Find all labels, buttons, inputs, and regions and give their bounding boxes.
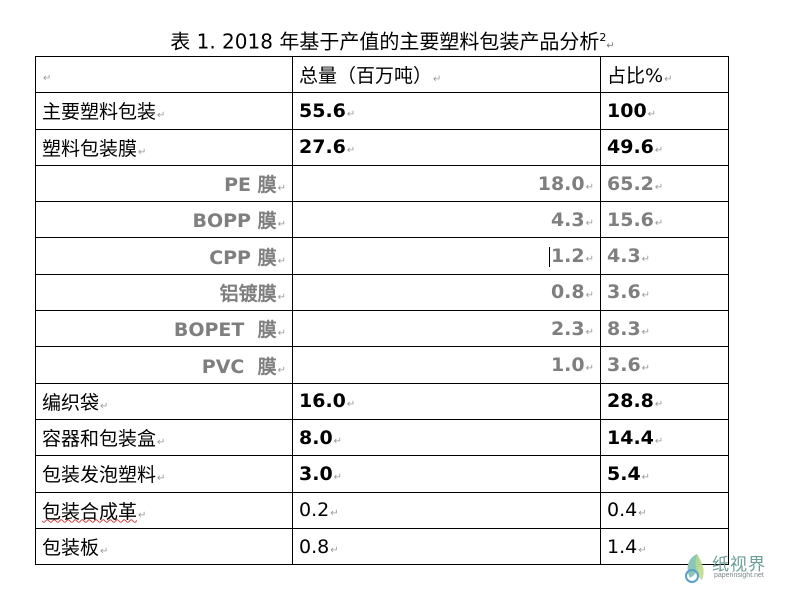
table-row: CPP 膜↵ 1.2↵ 4.3↵ xyxy=(35,237,729,275)
packaging-table: ↵ 总量（百万吨）↵ 占比%↵ 主要塑料包装↵ 55.6↵ 100↵ 塑料包装膜… xyxy=(35,55,729,566)
row-share-cell[interactable]: 100↵ xyxy=(600,92,729,130)
header-share-cell[interactable]: 占比%↵ xyxy=(600,55,729,94)
row-name-cell[interactable]: 包装板↵ xyxy=(35,527,293,566)
table-row: BOPP 膜↵ 4.3↵ 15.6↵ xyxy=(35,201,729,239)
row-share-cell[interactable]: 49.6↵ xyxy=(600,128,729,166)
row-total-cell[interactable]: 0.2↵ xyxy=(292,491,601,529)
row-total-cell[interactable]: 0.8↵ xyxy=(292,527,601,566)
row-name-cell[interactable]: 主要塑料包装↵ xyxy=(35,92,293,130)
leaf-logo-icon xyxy=(685,554,704,583)
row-total-cell[interactable]: 8.0↵ xyxy=(292,418,601,457)
paragraph-mark: ↵ xyxy=(606,40,615,52)
table-row: 塑料包装膜↵ 27.6↵ 49.6↵ xyxy=(35,128,729,166)
table-row: 包装合成革↵ 0.2↵ 0.4↵ xyxy=(35,491,729,529)
table-caption: 表 1. 2018 年基于产值的主要塑料包装产品分析2↵ xyxy=(0,24,785,61)
header-row: ↵ 总量（百万吨）↵ 占比%↵ xyxy=(35,55,729,94)
row-name-cell[interactable]: 编织袋↵ xyxy=(35,382,293,420)
row-total-cell[interactable]: 55.6↵ xyxy=(292,92,601,130)
watermark-url: paperinsight.net xyxy=(714,572,764,579)
row-total-cell[interactable]: 1.0↵ xyxy=(292,346,601,384)
row-share-cell[interactable]: 3.6↵ xyxy=(600,346,729,384)
table-row: BOPET 膜↵ 2.3↵ 8.3↵ xyxy=(35,310,729,348)
header-empty-cell[interactable]: ↵ xyxy=(35,55,293,94)
row-name-cell[interactable]: 塑料包装膜↵ xyxy=(35,128,293,166)
table-row: 包装发泡塑料↵ 3.0↵ 5.4↵ xyxy=(35,455,729,493)
watermark-brand: 纸视界 xyxy=(712,555,766,575)
row-share-cell[interactable]: 3.6↵ xyxy=(600,273,729,312)
row-share-cell[interactable]: 28.8↵ xyxy=(600,382,729,420)
row-total-cell[interactable]: 1.2↵ xyxy=(292,237,601,275)
row-share-cell[interactable]: 14.4↵ xyxy=(600,418,729,457)
row-name-cell[interactable]: BOPP 膜↵ xyxy=(35,201,293,239)
row-share-cell[interactable]: 65.2↵ xyxy=(600,164,729,203)
row-name-cell[interactable]: CPP 膜↵ xyxy=(35,237,293,275)
row-share-cell[interactable]: 8.3↵ xyxy=(600,310,729,348)
header-total-cell[interactable]: 总量（百万吨）↵ xyxy=(292,55,601,94)
row-share-cell[interactable]: 15.6↵ xyxy=(600,201,729,239)
row-name-cell[interactable]: PVC 膜↵ xyxy=(35,346,293,384)
row-name-cell[interactable]: BOPET 膜↵ xyxy=(35,310,293,348)
paperinsight-logo: 纸视界 paperinsight.net xyxy=(682,548,782,588)
row-share-cell[interactable]: 4.3↵ xyxy=(600,237,729,275)
table-row: 铝镀膜↵ 0.8↵ 3.6↵ xyxy=(35,273,729,312)
text-cursor xyxy=(548,246,550,267)
row-share-cell[interactable]: 0.4↵ xyxy=(600,491,729,529)
row-total-cell[interactable]: 3.0↵ xyxy=(292,455,601,493)
table-row: 包装板↵ 0.8↵ 1.4↵ xyxy=(35,527,729,566)
row-name-cell[interactable]: 包装发泡塑料↵ xyxy=(35,455,293,493)
table-row: PVC 膜↵ 1.0↵ 3.6↵ xyxy=(35,346,729,384)
row-name-cell[interactable]: 铝镀膜↵ xyxy=(35,273,293,312)
table-row: 主要塑料包装↵ 55.6↵ 100↵ xyxy=(35,92,729,130)
row-total-cell[interactable]: 0.8↵ xyxy=(292,273,601,312)
row-name-cell[interactable]: 包装合成革↵ xyxy=(35,491,293,529)
row-total-cell[interactable]: 18.0↵ xyxy=(292,164,601,203)
table-row: 编织袋↵ 16.0↵ 28.8↵ xyxy=(35,382,729,420)
caption-text: 表 1. 2018 年基于产值的主要塑料包装产品分析 xyxy=(170,29,600,54)
caption-footnote-ref: 2 xyxy=(599,31,607,44)
row-name-cell[interactable]: 容器和包装盒↵ xyxy=(35,418,293,457)
row-share-cell[interactable]: 5.4↵ xyxy=(600,455,729,493)
row-total-cell[interactable]: 2.3↵ xyxy=(292,310,601,348)
row-name-cell[interactable]: PE 膜↵ xyxy=(35,164,293,203)
row-total-cell[interactable]: 4.3↵ xyxy=(292,201,601,239)
table-row: PE 膜↵ 18.0↵ 65.2↵ xyxy=(35,164,729,203)
row-share-cell[interactable]: 1.4↵ xyxy=(600,527,729,566)
row-total-cell[interactable]: 16.0↵ xyxy=(292,382,601,420)
row-total-cell[interactable]: 27.6↵ xyxy=(292,128,601,166)
table-row: 容器和包装盒↵ 8.0↵ 14.4↵ xyxy=(35,418,729,457)
